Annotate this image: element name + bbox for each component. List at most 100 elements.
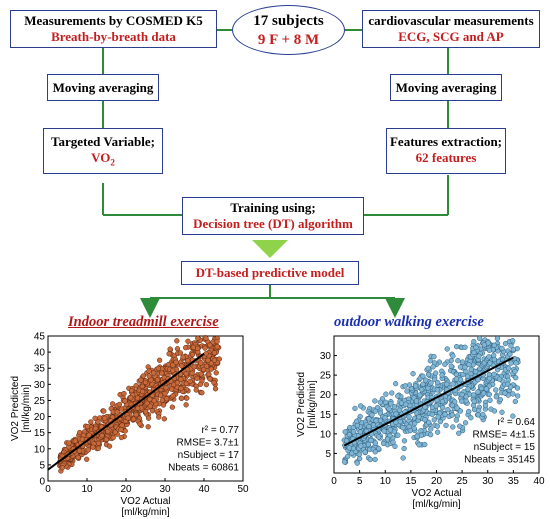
x-tick-label: 35	[508, 476, 520, 487]
data-point	[365, 441, 372, 448]
data-point	[395, 393, 401, 399]
data-point	[376, 446, 382, 452]
data-point	[179, 395, 185, 401]
target-label: Targeted Variable;	[51, 134, 155, 149]
data-point	[206, 371, 212, 377]
data-point	[178, 376, 184, 383]
data-point	[471, 398, 477, 404]
data-point	[395, 432, 401, 438]
data-point	[428, 380, 434, 386]
y-tick-label: 10	[34, 444, 46, 455]
data-point	[444, 346, 450, 352]
data-point	[431, 417, 437, 423]
data-point	[410, 371, 416, 377]
cosmed-label: Measurements by COSMED K5	[24, 13, 203, 28]
data-point	[162, 390, 168, 397]
data-point	[75, 454, 81, 461]
data-point	[138, 377, 144, 383]
indoor-chart-title: Indoor treadmill exercise	[68, 314, 219, 330]
data-point	[180, 354, 186, 360]
data-point	[432, 376, 438, 382]
data-point	[457, 423, 463, 429]
data-point	[387, 427, 394, 433]
data-point	[190, 344, 196, 350]
data-point	[491, 408, 498, 414]
data-point	[450, 353, 456, 359]
regression-line	[47, 352, 205, 471]
y-tick-label: 5	[325, 449, 331, 460]
x-tick-label: 40	[198, 484, 210, 495]
data-point	[178, 385, 184, 392]
data-point	[406, 414, 412, 420]
data-point	[462, 344, 468, 350]
y-tick-label: 10	[320, 429, 332, 440]
data-point	[185, 338, 191, 344]
data-point	[156, 414, 162, 420]
data-point	[407, 427, 413, 434]
data-point	[137, 421, 143, 427]
data-point	[95, 445, 102, 451]
data-point	[122, 398, 128, 404]
data-point	[434, 423, 440, 429]
stat-label: Nbeats = 60861	[168, 463, 239, 474]
data-point	[208, 366, 214, 372]
data-point	[417, 392, 423, 398]
target-var-sub: 2	[110, 157, 115, 168]
data-point	[79, 436, 86, 442]
x-tick-label: 30	[482, 476, 494, 487]
y-axis-label: VO2 Predicted	[296, 372, 307, 437]
data-point	[401, 445, 407, 452]
data-point	[352, 405, 358, 412]
data-point	[386, 406, 392, 412]
data-point	[425, 365, 431, 371]
x-axis-unit: [ml/kg/min]	[121, 507, 170, 518]
model-box: DT-based predictive model	[181, 261, 359, 285]
data-point	[478, 385, 485, 392]
data-point	[510, 391, 516, 397]
x-tick-label: 0	[45, 484, 51, 495]
data-point	[435, 414, 441, 420]
data-point	[512, 368, 518, 375]
data-point	[92, 425, 99, 431]
data-point	[369, 412, 375, 418]
data-point	[466, 361, 472, 368]
data-point	[86, 432, 92, 438]
data-point	[434, 429, 441, 435]
data-point	[198, 360, 204, 366]
data-point	[443, 422, 449, 429]
data-point	[393, 411, 399, 417]
data-point	[450, 381, 456, 387]
data-point	[76, 448, 83, 454]
data-point	[494, 335, 501, 342]
data-point	[211, 379, 217, 386]
subjects-subtitle: 9 F + 8 M	[257, 31, 320, 48]
data-point	[85, 447, 91, 453]
data-point	[420, 373, 426, 379]
data-point	[101, 408, 107, 414]
data-point	[207, 342, 213, 348]
data-point	[362, 449, 368, 455]
data-point	[118, 434, 125, 441]
data-point	[142, 379, 149, 385]
data-point	[167, 346, 173, 352]
data-point	[112, 429, 119, 435]
left-averaging-label: Moving averaging	[52, 80, 154, 95]
data-point	[163, 385, 169, 391]
data-point	[207, 376, 213, 382]
data-point	[429, 411, 435, 418]
data-point	[459, 391, 465, 398]
data-point	[401, 438, 408, 444]
data-point	[354, 460, 360, 466]
data-point	[423, 377, 429, 383]
data-point	[450, 424, 456, 430]
right-averaging-box: Moving averaging	[390, 74, 502, 101]
data-point	[214, 344, 220, 350]
data-point	[170, 367, 176, 374]
data-point	[373, 418, 379, 424]
data-point	[507, 351, 513, 357]
data-point	[418, 432, 425, 438]
data-point	[476, 353, 482, 359]
data-point	[372, 456, 378, 463]
data-point	[465, 386, 471, 392]
